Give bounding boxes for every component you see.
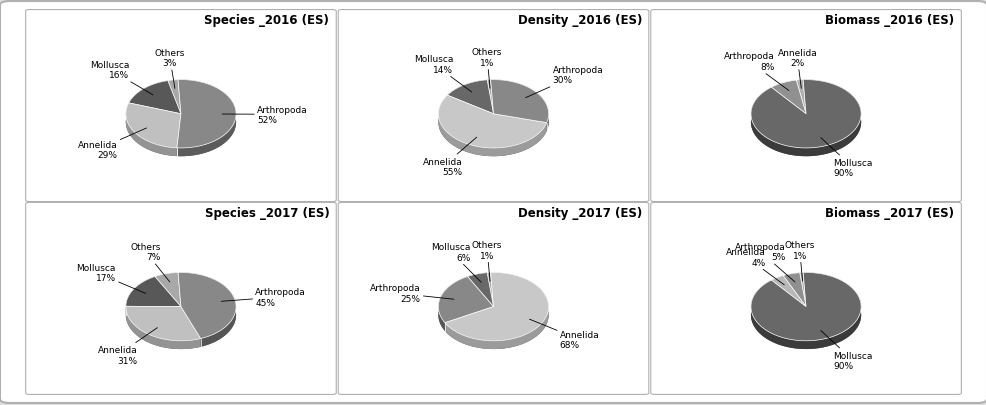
Text: Annelida
29%: Annelida 29%	[78, 129, 146, 160]
Text: Density _2017 (ES): Density _2017 (ES)	[517, 207, 641, 220]
Polygon shape	[155, 273, 180, 307]
FancyBboxPatch shape	[338, 203, 648, 394]
Polygon shape	[176, 80, 236, 157]
Polygon shape	[782, 273, 799, 284]
Polygon shape	[487, 273, 490, 281]
Polygon shape	[771, 81, 796, 96]
Polygon shape	[750, 89, 861, 157]
Polygon shape	[796, 81, 806, 115]
Text: Density _2016 (ES): Density _2016 (ES)	[517, 14, 641, 27]
Text: Annelida
55%: Annelida 55%	[422, 138, 476, 177]
Text: Species _2016 (ES): Species _2016 (ES)	[204, 14, 329, 27]
Polygon shape	[125, 104, 176, 157]
FancyBboxPatch shape	[650, 203, 960, 394]
Polygon shape	[750, 273, 861, 341]
Text: Biomass _2016 (ES): Biomass _2016 (ES)	[824, 14, 953, 27]
Polygon shape	[467, 273, 493, 307]
Polygon shape	[771, 276, 806, 307]
Polygon shape	[125, 104, 180, 149]
Polygon shape	[750, 281, 861, 349]
Polygon shape	[490, 81, 548, 123]
Text: Arthropoda
30%: Arthropoda 30%	[526, 66, 602, 98]
Polygon shape	[125, 281, 236, 349]
Polygon shape	[125, 89, 236, 157]
Polygon shape	[438, 277, 493, 323]
Text: Others
3%: Others 3%	[155, 49, 184, 89]
Text: Others
7%: Others 7%	[130, 242, 170, 282]
Polygon shape	[438, 277, 467, 331]
Polygon shape	[125, 277, 180, 307]
Text: Mollusca
90%: Mollusca 90%	[820, 139, 872, 178]
Polygon shape	[487, 273, 493, 307]
Text: Mollusca
16%: Mollusca 16%	[90, 60, 153, 96]
Text: Biomass _2017 (ES): Biomass _2017 (ES)	[824, 207, 953, 220]
Text: Arthropoda
5%: Arthropoda 5%	[735, 242, 794, 282]
FancyBboxPatch shape	[26, 203, 336, 394]
Polygon shape	[750, 81, 861, 149]
Polygon shape	[125, 277, 155, 315]
Text: Others
1%: Others 1%	[784, 241, 814, 281]
Polygon shape	[487, 81, 493, 115]
Polygon shape	[467, 273, 487, 285]
Text: Arthropoda
52%: Arthropoda 52%	[222, 105, 308, 125]
Polygon shape	[168, 81, 180, 115]
Polygon shape	[438, 89, 548, 157]
Polygon shape	[438, 96, 546, 157]
Text: Mollusca
90%: Mollusca 90%	[820, 331, 872, 370]
Polygon shape	[445, 273, 548, 349]
Text: Mollusca
14%: Mollusca 14%	[413, 55, 471, 93]
Text: Mollusca
17%: Mollusca 17%	[77, 263, 146, 294]
Polygon shape	[125, 307, 200, 341]
FancyBboxPatch shape	[26, 11, 336, 202]
Polygon shape	[487, 81, 490, 89]
Polygon shape	[750, 81, 861, 157]
Text: Species _2017 (ES): Species _2017 (ES)	[204, 207, 329, 220]
Polygon shape	[750, 273, 861, 349]
Text: Annelida
31%: Annelida 31%	[98, 328, 157, 365]
Polygon shape	[782, 273, 806, 307]
Polygon shape	[176, 80, 236, 149]
Polygon shape	[799, 273, 806, 307]
Text: Others
1%: Others 1%	[471, 48, 502, 89]
Text: Others
1%: Others 1%	[471, 241, 502, 281]
Polygon shape	[438, 281, 548, 349]
Polygon shape	[771, 81, 806, 115]
Polygon shape	[799, 273, 803, 281]
Polygon shape	[177, 273, 236, 347]
Text: Mollusca
6%: Mollusca 6%	[431, 243, 480, 282]
Polygon shape	[125, 307, 200, 349]
FancyBboxPatch shape	[338, 11, 648, 202]
Text: Annelida
4%: Annelida 4%	[726, 247, 784, 285]
Polygon shape	[490, 81, 548, 132]
Polygon shape	[128, 81, 180, 115]
Text: Arthropoda
8%: Arthropoda 8%	[723, 52, 788, 91]
Polygon shape	[445, 273, 548, 341]
Text: Annelida
2%: Annelida 2%	[777, 48, 816, 89]
Polygon shape	[771, 276, 782, 289]
Text: Arthropoda
25%: Arthropoda 25%	[370, 284, 454, 303]
Polygon shape	[177, 273, 236, 339]
Polygon shape	[447, 81, 493, 115]
Polygon shape	[155, 273, 177, 285]
Text: Arthropoda
45%: Arthropoda 45%	[221, 288, 306, 307]
Polygon shape	[128, 81, 168, 112]
Polygon shape	[168, 81, 177, 90]
Polygon shape	[438, 96, 546, 149]
Polygon shape	[447, 81, 487, 104]
Text: Annelida
68%: Annelida 68%	[528, 320, 599, 350]
Polygon shape	[796, 81, 803, 89]
FancyBboxPatch shape	[650, 11, 960, 202]
